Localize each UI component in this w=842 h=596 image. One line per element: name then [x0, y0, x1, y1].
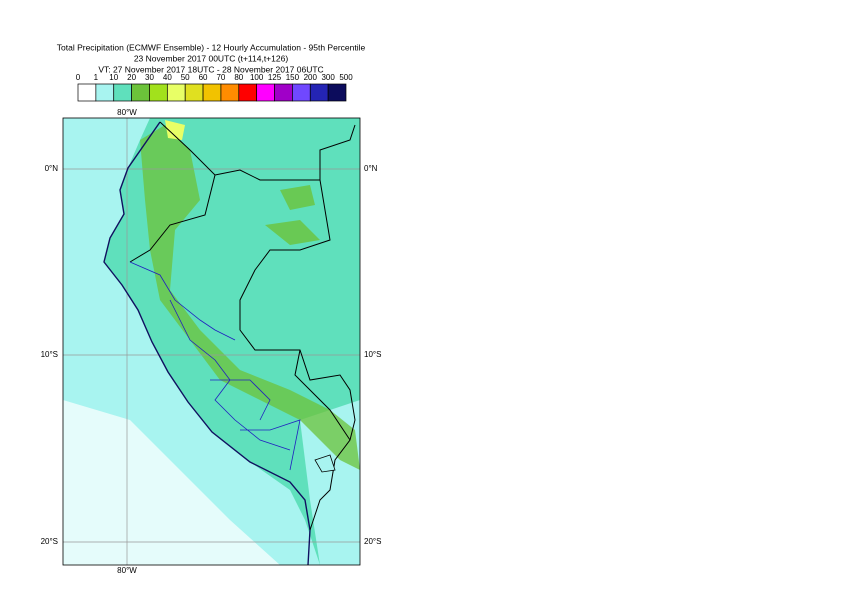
latitude-label: 0°N: [45, 164, 59, 173]
lake: [314, 454, 336, 473]
legend: 0 1 10 20 30 40 50 60 70 80 100 125 150 200 300 500: [76, 73, 353, 102]
longitude-label: 80°W: [117, 566, 137, 575]
legend-label: 70: [216, 73, 225, 82]
legend-swatch: [274, 83, 293, 102]
coastline: [103, 121, 311, 565]
legend-swatch: [184, 83, 204, 102]
dry-ocean: [63, 400, 280, 565]
region-border: [129, 261, 301, 471]
legend-label: 50: [181, 73, 190, 82]
map: [63, 118, 360, 565]
legend-swatch: [292, 83, 311, 102]
precip-area: [265, 185, 320, 245]
precip-area: [165, 120, 185, 140]
longitude-label: 80°W: [117, 108, 137, 117]
legend-swatch: [95, 83, 115, 102]
latitude-label: 0°N: [364, 164, 378, 173]
legend-swatch: [220, 83, 240, 102]
latitude-label: 10°S: [41, 350, 58, 359]
legend-swatch: [238, 83, 258, 102]
legend-label: 1: [94, 73, 99, 82]
legend-swatch: [309, 83, 329, 102]
legend-swatch: [77, 83, 97, 102]
latitude-label: 10°S: [364, 350, 381, 359]
border: [129, 121, 356, 531]
latitude-label: 20°S: [41, 537, 58, 546]
legend-label: 125: [268, 73, 282, 82]
map-frame: [62, 117, 361, 566]
legend-label: 80: [234, 73, 243, 82]
title: Total Precipitation (ECMWF Ensemble) - 1…: [57, 42, 366, 74]
legend-swatch: [327, 83, 347, 102]
precip-area: [140, 125, 360, 470]
legend-label: 100: [250, 73, 264, 82]
legend-swatch: [202, 83, 222, 102]
title-line: 23 November 2017 00UTC (t+114,t+126): [134, 53, 289, 63]
legend-swatch: [166, 83, 186, 102]
title-line: Total Precipitation (ECMWF Ensemble) - 1…: [57, 42, 366, 52]
legend-label: 30: [145, 73, 154, 82]
legend-swatch: [256, 83, 275, 102]
title-line: VT: 27 November 2017 18UTC - 28 November…: [98, 64, 323, 74]
legend-label: 40: [163, 73, 172, 82]
legend-swatch: [131, 83, 150, 102]
latitude-label: 20°S: [364, 537, 381, 546]
legend-label: 200: [304, 73, 318, 82]
legend-label: 0: [76, 73, 81, 82]
legend-label: 20: [127, 73, 136, 82]
legend-label: 10: [109, 73, 118, 82]
legend-swatch: [113, 83, 132, 102]
legend-label: 500: [339, 73, 353, 82]
legend-label: 60: [199, 73, 208, 82]
legend-label: 300: [321, 73, 335, 82]
legend-swatch: [149, 83, 168, 102]
legend-label: 150: [286, 73, 300, 82]
